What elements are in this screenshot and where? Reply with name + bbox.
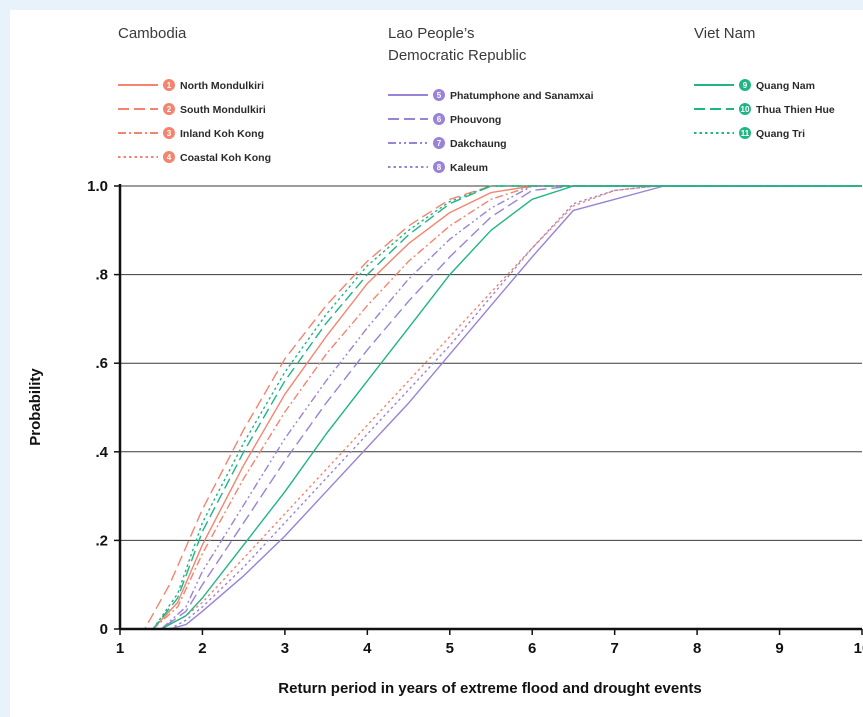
legend-badge-number: 3: [167, 129, 172, 138]
x-tick-label: 6: [528, 640, 536, 657]
legend: Cambodia Lao People’s Democratic Republi…: [118, 25, 835, 174]
legend-badge-5: [433, 89, 445, 101]
y-tick-label: .8: [95, 267, 108, 284]
x-axis-title: Return period in years of extreme flood …: [278, 680, 701, 697]
series-line-6: [120, 185, 862, 630]
legend-group-title-viet-nam: Viet Nam: [694, 25, 755, 42]
legend-badge-number: 11: [741, 129, 750, 138]
legend-label: Quang Tri: [756, 128, 805, 140]
legend-label: South Mondulkiri: [180, 104, 266, 116]
legend-badge-1: [163, 79, 175, 91]
legend-badge-2: [163, 103, 175, 115]
legend-badge-number: 4: [167, 153, 172, 162]
legend-label: Quang Nam: [756, 80, 815, 92]
x-tick-label: 2: [198, 640, 206, 657]
x-tick-label: 4: [363, 640, 372, 657]
series-line-4: [120, 185, 862, 630]
legend-badge-number: 10: [741, 105, 750, 114]
legend-label: Kaleum: [450, 162, 488, 174]
legend-badge-number: 7: [437, 139, 442, 148]
y-axis-title: Probability: [27, 368, 44, 446]
legend-badge-4: [163, 151, 175, 163]
chart-panel: Cambodia Lao People’s Democratic Republi…: [10, 10, 863, 717]
x-tick-label: 7: [610, 640, 618, 657]
legend-label: Dakchaung: [450, 138, 507, 150]
legend-badge-9: [739, 79, 751, 91]
series-line-5: [120, 185, 862, 630]
legend-label: Thua Thien Hue: [756, 104, 835, 116]
legend-badge-number: 8: [437, 163, 442, 172]
y-tick-label: 0: [100, 621, 108, 638]
legend-badge-number: 1: [167, 81, 172, 90]
legend-badge-number: 6: [437, 115, 442, 124]
legend-badge-number: 5: [437, 91, 442, 100]
x-tick-label: 8: [693, 640, 701, 657]
x-tick-label: 10: [854, 640, 863, 657]
legend-badge-number: 2: [167, 105, 172, 114]
legend-badge-7: [433, 137, 445, 149]
axes: 0 .2 .4 .6 .8 1.0 1 2 3 4 5 6 7 8 9 10: [87, 178, 863, 657]
legend-badge-10: [739, 103, 751, 115]
legend-label: North Mondulkiri: [180, 80, 264, 92]
series-line-3: [120, 185, 862, 630]
y-tick-label: .6: [95, 355, 108, 372]
legend-badge-8: [433, 161, 445, 173]
legend-label: Phouvong: [450, 114, 501, 126]
grid: [120, 185, 862, 630]
x-tick-label: 5: [446, 640, 454, 657]
legend-badge-number: 9: [743, 81, 748, 90]
series-line-9: [120, 185, 862, 630]
x-tick-label: 1: [116, 640, 124, 657]
y-tick-label: 1.0: [87, 178, 108, 195]
line-chart: Cambodia Lao People’s Democratic Republi…: [27, 25, 863, 697]
legend-badge-11: [739, 127, 751, 139]
series-line-2: [120, 185, 862, 630]
series-line-1: [120, 185, 862, 630]
legend-group-title-lao-line-1: Lao People’s: [388, 25, 474, 42]
x-tick-label: 3: [281, 640, 289, 657]
y-tick-label: .4: [95, 444, 108, 461]
series-line-11: [120, 185, 862, 630]
series-line-7: [120, 185, 862, 630]
series-line-8: [120, 185, 862, 630]
legend-group-title-cambodia: Cambodia: [118, 25, 187, 42]
legend-label: Phatumphone and Sanamxai: [450, 90, 594, 102]
legend-badge-3: [163, 127, 175, 139]
legend-group-title-lao-line-2: Democratic Republic: [388, 47, 527, 64]
y-tick-label: .2: [95, 532, 108, 549]
x-tick-label: 9: [775, 640, 783, 657]
legend-label: Inland Koh Kong: [180, 128, 264, 140]
legend-label: Coastal Koh Kong: [180, 152, 271, 164]
series-line-10: [120, 185, 862, 630]
series-lines: [120, 185, 862, 630]
legend-badge-6: [433, 113, 445, 125]
